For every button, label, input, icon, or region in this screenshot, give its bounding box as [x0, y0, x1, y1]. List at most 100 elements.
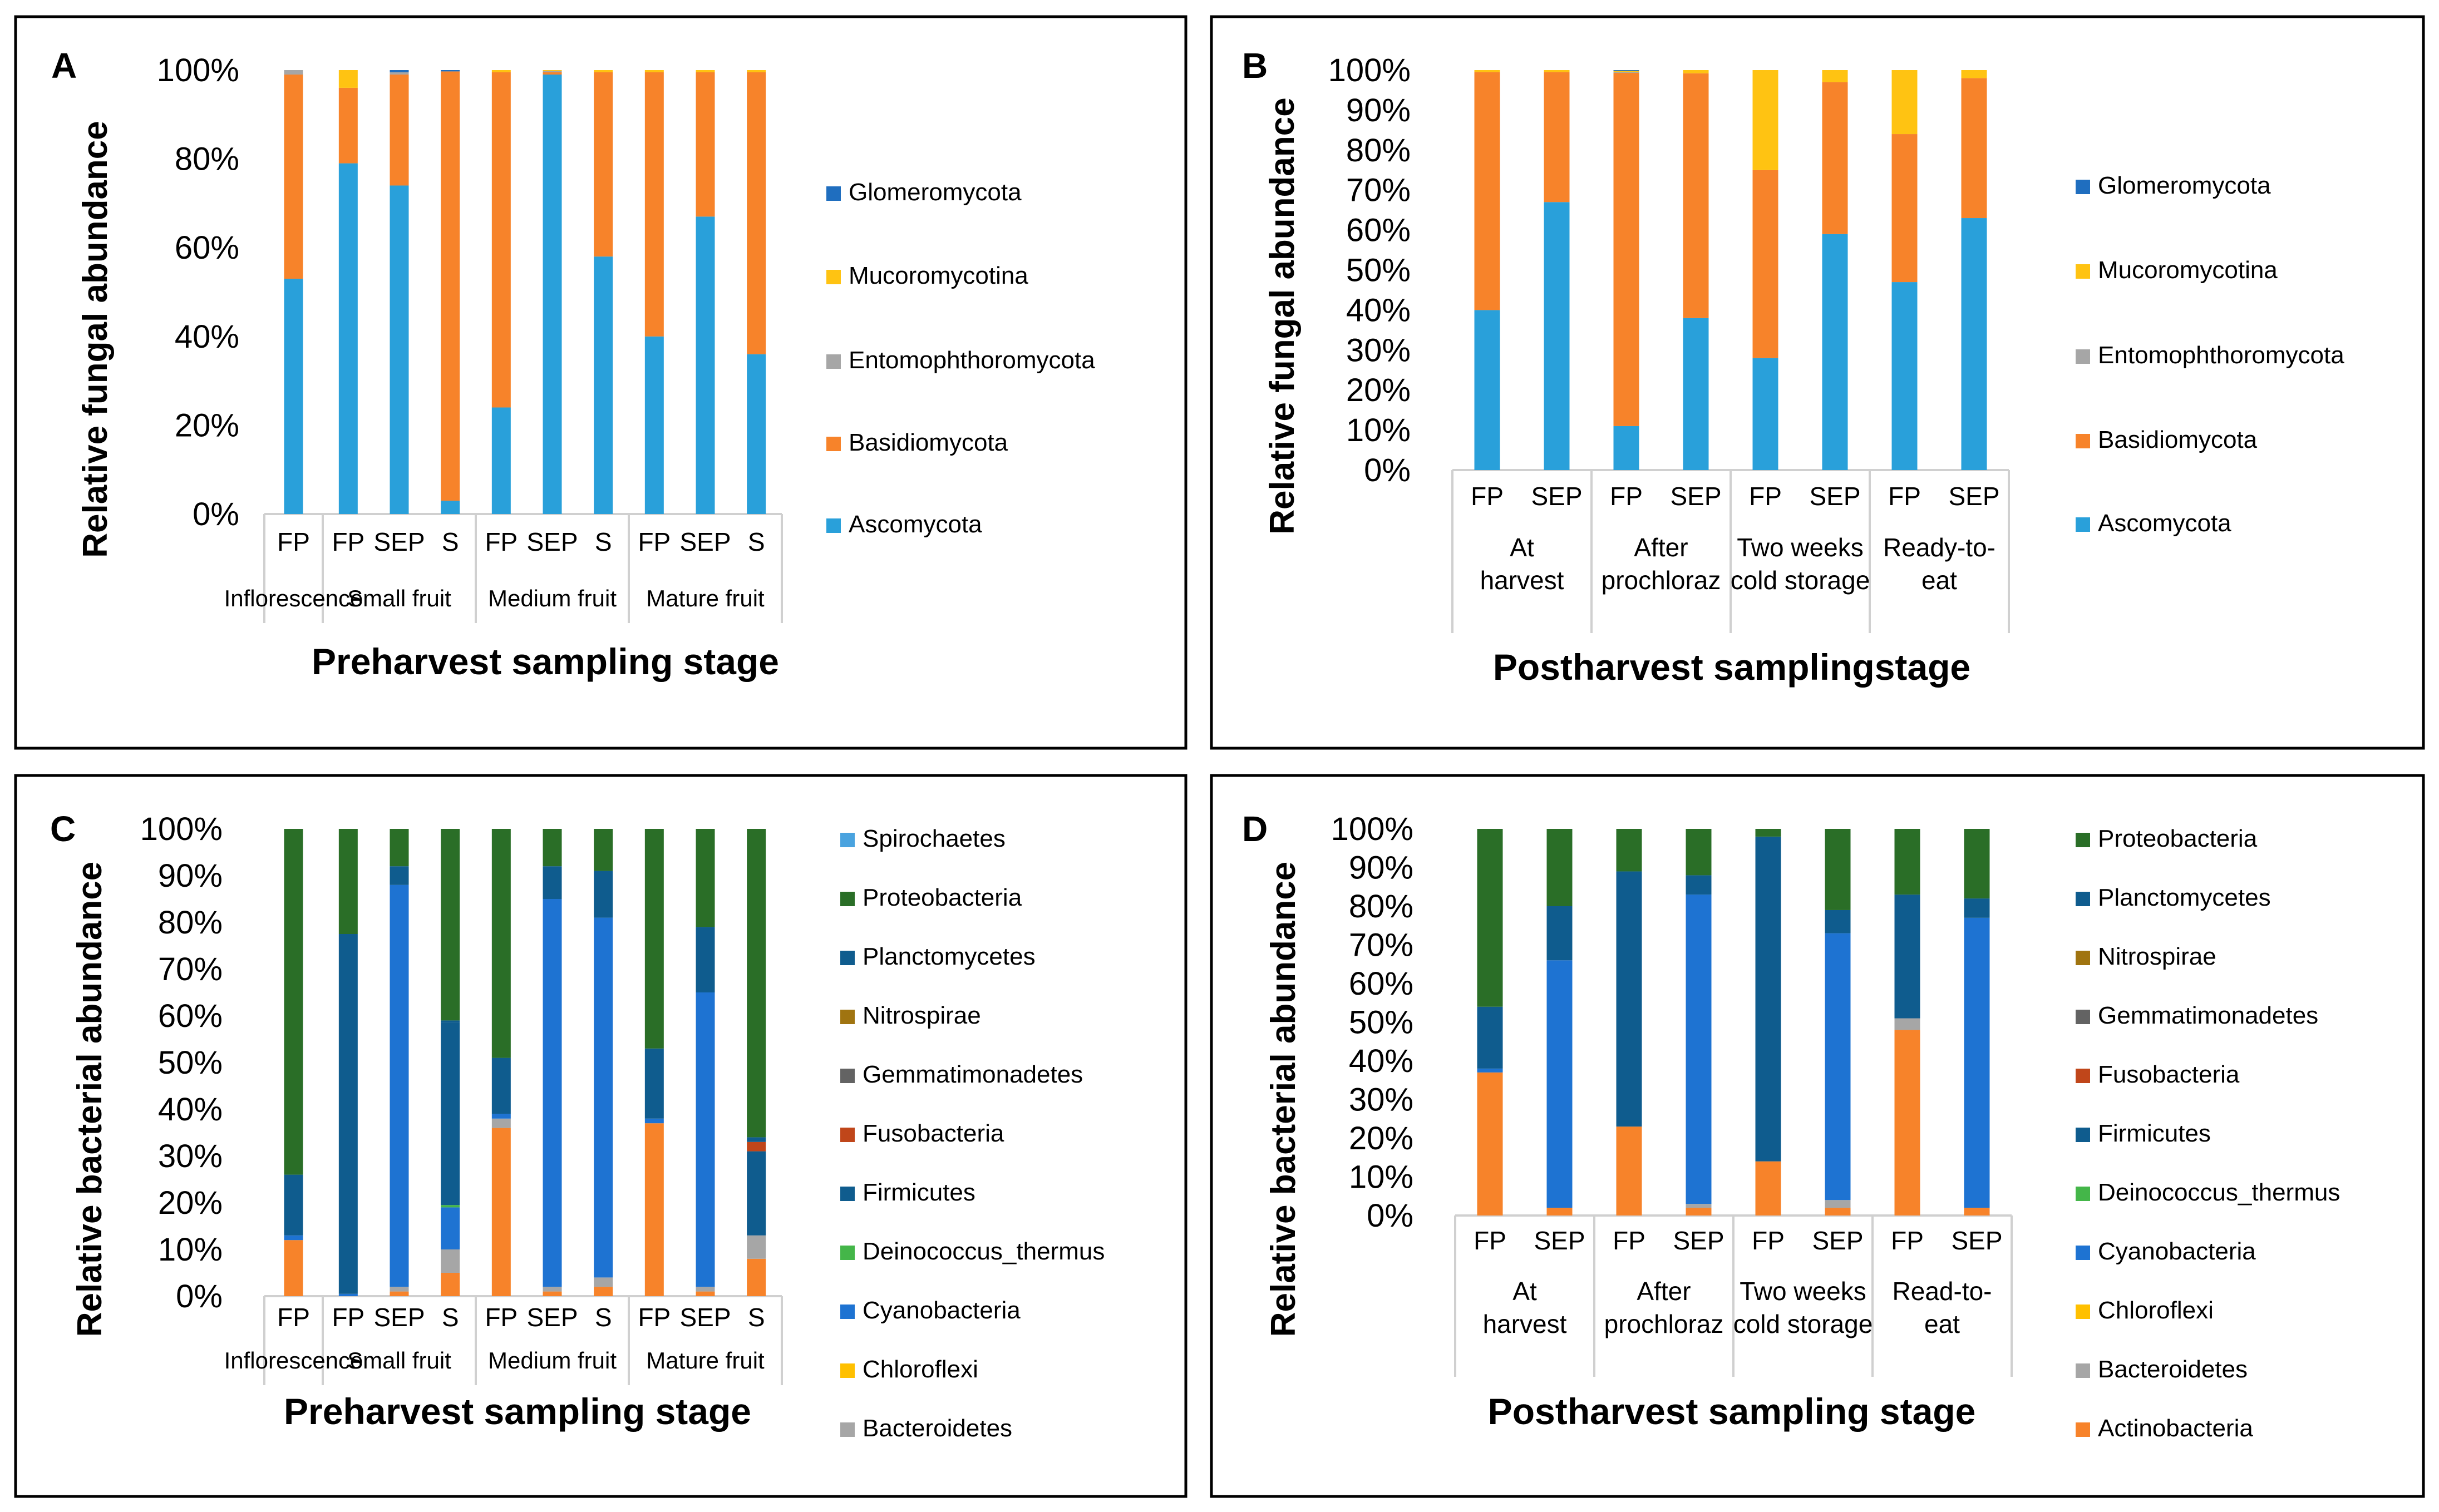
- panel-c-group-label: Medium fruit: [488, 1347, 617, 1373]
- panel-d-bar-firmicutes: [1755, 836, 1781, 1162]
- panel-a-xtick: S: [748, 527, 765, 556]
- panel-b-xtick: SEP: [1670, 482, 1721, 511]
- panel-c-xtick: FP: [277, 1303, 310, 1332]
- panel-c-legend-swatch-nitrospirae: [840, 1010, 855, 1024]
- panel-d-xtick: FP: [1891, 1226, 1924, 1255]
- panel-a-bar-ascomycota: [338, 163, 358, 515]
- panel-d-legend-swatch-planctomycetes: [2076, 892, 2090, 906]
- panel-a-bar-ascomycota: [491, 407, 511, 514]
- panel-c-legend-label: Deinococcus_thermus: [863, 1238, 1105, 1265]
- panel-a-ytick: 20%: [175, 407, 239, 443]
- panel-d-legend-label: Nitrospirae: [2098, 943, 2216, 970]
- panel-a-xtick: SEP: [373, 527, 425, 556]
- panel-b-xtick: FP: [1749, 482, 1782, 511]
- panel-a-bar-basidiomycota: [441, 71, 460, 501]
- panel-c-letter: C: [50, 809, 76, 849]
- panel-c-legend-swatch-firmicutes: [840, 1187, 855, 1201]
- panel-c-legend-swatch-proteobacteria: [840, 892, 855, 906]
- panel-a-group-label: Medium fruit: [488, 585, 617, 611]
- panel-b-bar-basidiomycota: [1961, 78, 1987, 219]
- panel-c-bar-actinobacteria: [491, 1128, 511, 1296]
- panel-a-ytick: 40%: [175, 319, 239, 355]
- panel-a-legend-swatch-ascomycota: [826, 518, 841, 533]
- panel-b-xtick: SEP: [1531, 482, 1582, 511]
- panel-c-bar-proteobacteria: [441, 829, 460, 1021]
- panel-c-bar-actinobacteria: [441, 1273, 460, 1296]
- panel-c-legend-swatch-cyanobacteria: [840, 1305, 855, 1319]
- panel-c-bar-cyanobacteria: [644, 1118, 664, 1124]
- panel-c-bar-proteobacteria: [747, 829, 766, 1138]
- panel-c-xtick: FP: [332, 1303, 364, 1332]
- panel-c-ytick: 40%: [158, 1091, 223, 1128]
- panel-a-bar-ascomycota: [696, 216, 715, 515]
- panel-d-group-label: At: [1512, 1277, 1537, 1306]
- panel-b-ytick: 80%: [1346, 132, 1411, 169]
- panel-c-bar-firmicutes: [441, 1022, 460, 1205]
- panel-a-bar-basidiomycota: [747, 72, 766, 354]
- panel-c-bar-proteobacteria: [696, 829, 715, 927]
- panel-b-ytick: 100%: [1328, 52, 1411, 88]
- panel-d-xtick: SEP: [1534, 1226, 1585, 1255]
- panel-c-xlabel: Preharvest sampling stage: [284, 1391, 751, 1432]
- panel-b-group-label: At: [1510, 533, 1534, 562]
- panel-b-legend-swatch-mucoromycotina: [2076, 264, 2090, 279]
- panel-a-bar-ascomycota: [594, 256, 613, 514]
- panel-c-ylabel: Relative bacterial abundance: [71, 862, 109, 1337]
- panel-b-legend-swatch-ascomycota: [2076, 517, 2090, 532]
- panel-d-bar-actinobacteria: [1755, 1161, 1781, 1215]
- panel-c-bar-bacteroidetes: [747, 1235, 766, 1259]
- panel-c-bar-firmicutes: [747, 1151, 766, 1236]
- panel-c-bar-cyanobacteria: [338, 1293, 358, 1296]
- panel-c-xtick: SEP: [679, 1303, 731, 1332]
- panel-d-ytick: 60%: [1349, 966, 1413, 1002]
- panel-b-bar-mucoromycotina: [1613, 71, 1639, 72]
- panel-d-legend-label: Bacteroidetes: [2098, 1356, 2248, 1383]
- panel-d-bar-cyanobacteria: [1964, 917, 1990, 1208]
- panel-a-bar-entomophthoromycota: [284, 70, 303, 75]
- panel-d-bar-proteobacteria: [1616, 829, 1642, 872]
- panel-a-bar-mucoromycotina: [644, 70, 664, 72]
- panel-d-bar-cyanobacteria: [1546, 960, 1573, 1208]
- panel-b-legend-label: Glomeromycota: [2098, 172, 2271, 199]
- panel-b-bar-ascomycota: [1961, 218, 1987, 470]
- panel-d-legend-label: Gemmatimonadetes: [2098, 1002, 2318, 1029]
- panel-d-legend-swatch-firmicutes: [2076, 1128, 2090, 1142]
- panel-d-bar-firmicutes: [1686, 875, 1712, 895]
- panel-c-bar-actinobacteria: [543, 1291, 562, 1296]
- panel-b-xtick: SEP: [1948, 482, 1999, 511]
- panel-a-bar-ascomycota: [390, 185, 409, 515]
- panel-c-bar-actinobacteria: [594, 1287, 613, 1296]
- panel-c-ytick: 20%: [158, 1185, 223, 1221]
- panel-d-group-label: harvest: [1483, 1310, 1567, 1338]
- panel-d-bar-firmicutes: [1546, 906, 1573, 961]
- panel-c-legend-label: Nitrospirae: [863, 1002, 981, 1029]
- panel-a-legend-label: Basidiomycota: [849, 429, 1008, 456]
- panel-b-group-label: Ready-to-: [1883, 533, 1995, 562]
- panel-d-legend-label: Chloroflexi: [2098, 1297, 2214, 1324]
- panel-c-bar-firmicutes: [338, 934, 358, 1294]
- panel-c-bar-firmicutes: [390, 866, 409, 885]
- panel-a-bar-mucoromycotina: [696, 70, 715, 72]
- panel-a-bar-basidiomycota: [543, 72, 562, 75]
- panel-c-bar-actinobacteria: [644, 1123, 664, 1296]
- panel-c-bar-cyanobacteria: [696, 992, 715, 1287]
- panel-c-bar-bacteroidetes: [390, 1287, 409, 1292]
- panel-c-bar-deinococcus-thermus: [441, 1205, 460, 1208]
- panel-b-xtick: SEP: [1809, 482, 1860, 511]
- panel-a-legend-swatch-entomophthoromycota: [826, 354, 841, 369]
- panel-c-bar-actinobacteria: [390, 1291, 409, 1296]
- panel-a-bar-ascomycota: [747, 354, 766, 514]
- panel-d-frame: [1210, 774, 2425, 1498]
- panel-d-bar-firmicutes: [1894, 895, 1920, 1019]
- panel-d-group-label: Read-to-: [1893, 1277, 1992, 1306]
- panel-c-legend-label: Chloroflexi: [863, 1356, 978, 1383]
- panel-d-bar-proteobacteria: [1755, 829, 1781, 837]
- panel-c-bar-proteobacteria: [543, 829, 562, 867]
- panel-c-bar-firmicutes: [594, 871, 613, 918]
- panel-c-xtick: SEP: [526, 1303, 578, 1332]
- panel-b-bar-glomeromycota: [1613, 70, 1639, 71]
- panel-c-legend-swatch-deinococcus-thermus: [840, 1246, 855, 1260]
- panel-d-bar-actinobacteria: [1686, 1208, 1712, 1215]
- panel-c-ytick: 90%: [158, 858, 223, 894]
